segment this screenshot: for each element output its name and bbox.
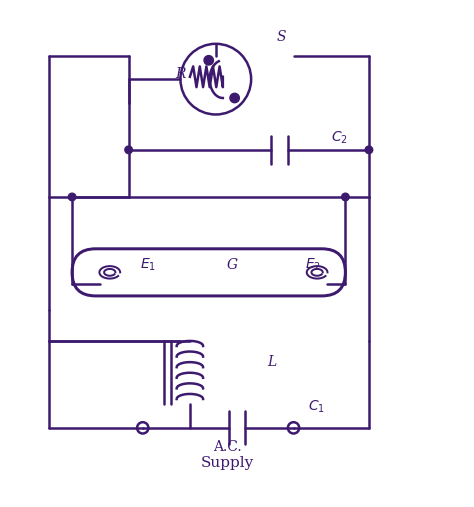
- Circle shape: [230, 93, 239, 103]
- Text: R: R: [175, 67, 186, 82]
- Circle shape: [68, 193, 76, 201]
- Text: $C_2$: $C_2$: [331, 130, 348, 146]
- Circle shape: [342, 193, 349, 201]
- Text: L: L: [268, 355, 277, 369]
- Circle shape: [125, 146, 132, 154]
- Text: A.C.: A.C.: [213, 440, 242, 454]
- Text: Supply: Supply: [201, 456, 254, 470]
- Circle shape: [204, 56, 213, 65]
- Text: G: G: [227, 258, 238, 272]
- Text: $E_1$: $E_1$: [140, 257, 156, 273]
- Text: S: S: [277, 30, 286, 44]
- Text: $E_2$: $E_2$: [305, 257, 321, 273]
- Circle shape: [365, 146, 373, 154]
- Text: $C_1$: $C_1$: [308, 399, 325, 415]
